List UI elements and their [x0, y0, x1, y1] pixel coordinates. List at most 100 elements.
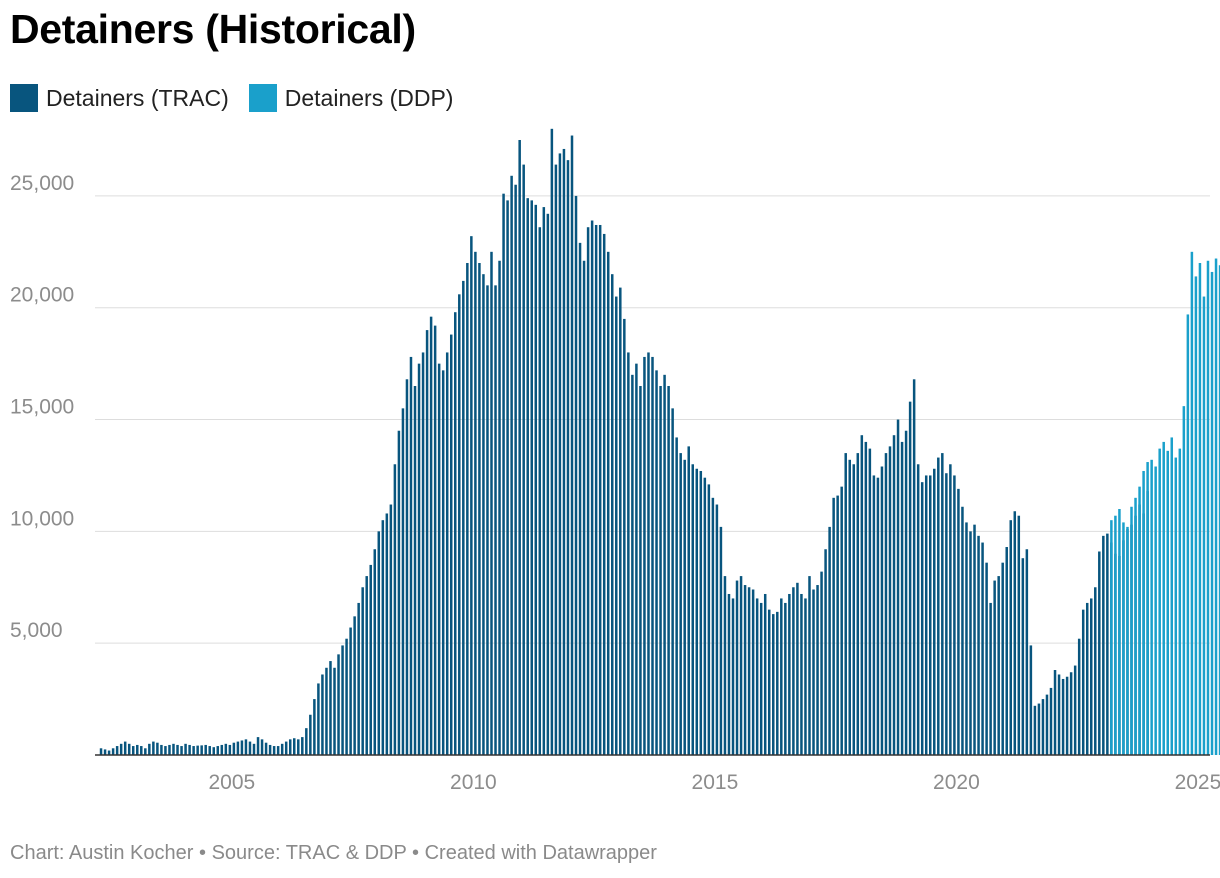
bar-trac: [1037, 703, 1041, 755]
bar-trac: [357, 602, 360, 755]
bar-trac: [989, 602, 992, 755]
bar-trac: [482, 274, 485, 755]
bar-trac: [498, 260, 501, 755]
bar-trac: [192, 746, 195, 755]
bar-trac: [687, 446, 690, 755]
bar-trac: [784, 602, 787, 755]
bar-trac: [856, 453, 860, 755]
bar-trac: [240, 740, 244, 755]
bar-trac: [933, 468, 936, 755]
bar-trac: [973, 524, 976, 755]
bar-trac: [945, 473, 948, 755]
bar-trac: [148, 743, 151, 755]
bar-trac: [788, 593, 791, 755]
bar-trac: [1053, 670, 1057, 755]
bar-trac: [860, 435, 864, 755]
bar-ddp: [1142, 470, 1145, 755]
bar-ddp: [1158, 448, 1161, 755]
bar-trac: [530, 200, 533, 755]
x-tick-label: 2025: [1175, 771, 1220, 794]
bar-trac: [554, 164, 558, 756]
bar-ddp: [1138, 486, 1141, 755]
bar-trac: [1081, 609, 1085, 755]
bar-ddp: [1170, 437, 1174, 755]
bar-trac: [236, 741, 240, 755]
bar-trac: [1033, 705, 1037, 755]
bar-trac: [1098, 551, 1101, 755]
bar-trac: [852, 464, 856, 755]
bar-trac: [341, 645, 344, 755]
bar-trac: [103, 749, 107, 755]
y-tick-label: 10,000: [10, 507, 74, 530]
bar-trac: [836, 495, 839, 755]
legend-label-trac: Detainers (TRAC): [46, 84, 229, 111]
bar-trac: [675, 437, 678, 755]
bar-trac: [715, 504, 719, 755]
bar-trac: [260, 739, 264, 755]
bar-trac: [156, 742, 159, 755]
bar-trac: [840, 486, 843, 755]
bar-trac: [1090, 598, 1093, 755]
bar-trac: [441, 370, 445, 755]
bar-trac: [470, 236, 473, 755]
bar-trac: [208, 746, 211, 755]
bar-trac: [663, 374, 666, 755]
y-tick-label: 5,000: [10, 619, 63, 642]
bar-ddp: [1150, 459, 1153, 755]
bar-trac: [1013, 511, 1017, 755]
bar-trac: [272, 746, 276, 755]
bar-trac: [590, 220, 594, 755]
bar-trac: [276, 746, 280, 755]
legend: Detainers (TRAC) Detainers (DDP): [10, 84, 473, 112]
bar-trac: [458, 294, 461, 755]
bar-trac: [747, 587, 751, 755]
bar-ddp: [1130, 506, 1133, 755]
bar-trac: [651, 356, 654, 755]
bar-trac: [409, 356, 413, 755]
chart-title: Detainers (Historical): [10, 6, 416, 52]
bar-trac: [353, 616, 356, 755]
bar-trac: [884, 453, 888, 755]
bar-trac: [772, 614, 775, 755]
bar-trac: [615, 296, 618, 755]
bar-ddp: [1154, 466, 1157, 755]
bar-trac: [421, 352, 425, 755]
y-tick-label: 25,000: [10, 172, 74, 195]
bar-trac: [256, 737, 260, 755]
bar-trac: [751, 589, 755, 755]
bar-trac: [767, 609, 771, 755]
bar-trac: [570, 135, 574, 755]
bar-trac: [755, 598, 759, 755]
bar-ddp: [1198, 263, 1202, 755]
bar-trac: [140, 746, 143, 755]
bar-trac: [981, 542, 984, 755]
bar-trac: [490, 251, 493, 755]
bar-trac: [916, 464, 920, 755]
bar-trac: [739, 576, 743, 755]
bar-trac: [280, 743, 284, 755]
bar-trac: [623, 318, 626, 755]
bar-trac: [1073, 665, 1077, 755]
bar-trac: [188, 744, 191, 755]
bar-trac: [136, 744, 139, 755]
bar-trac: [582, 260, 586, 755]
footer-credit: Chart: Austin Kocher: [10, 842, 194, 864]
bar-trac: [196, 745, 199, 755]
bar-trac: [268, 744, 272, 755]
bar-trac: [997, 576, 1000, 755]
bar-trac: [868, 448, 872, 755]
bar-trac: [313, 699, 316, 755]
bar-trac: [929, 475, 932, 755]
bar-trac: [119, 743, 123, 755]
bar-trac: [667, 386, 670, 755]
bar-trac: [433, 325, 437, 755]
bar-trac: [284, 741, 288, 755]
bar-trac: [232, 742, 236, 755]
bar-trac: [546, 213, 550, 756]
bar-trac: [1005, 547, 1008, 755]
bar-trac: [743, 585, 747, 755]
x-tick-label: 2005: [208, 771, 255, 794]
bar-trac: [683, 459, 686, 755]
footer-separator: •: [412, 842, 420, 864]
bar-ddp: [1218, 265, 1220, 755]
